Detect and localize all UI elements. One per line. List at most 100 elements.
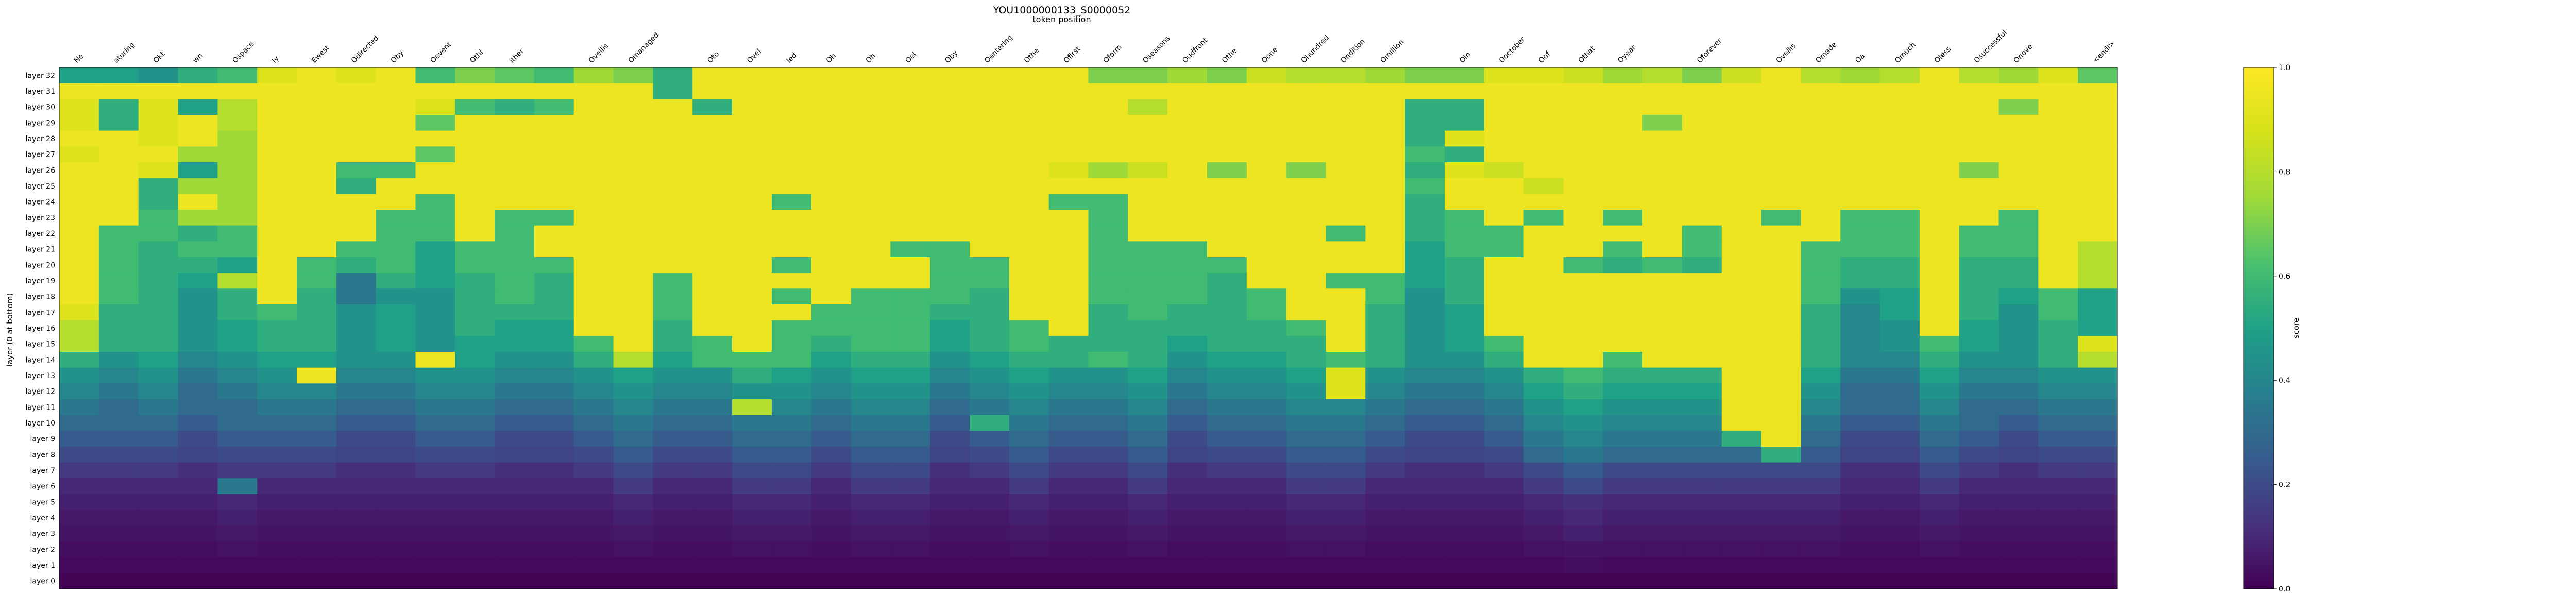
heatmap-cell <box>1246 210 1287 226</box>
heatmap-cell <box>415 399 455 416</box>
heatmap-cell <box>811 367 852 384</box>
heatmap-cell <box>178 336 218 352</box>
heatmap-cell <box>653 509 693 526</box>
heatmap-cell <box>415 130 455 147</box>
heatmap-cell <box>1405 573 1445 589</box>
colorbar-tick-label: 0.0 <box>2279 585 2290 593</box>
heatmap-cell <box>732 146 772 163</box>
heatmap-cell <box>1801 225 1841 242</box>
heatmap-cell <box>811 431 852 447</box>
heatmap-cell <box>1603 162 1643 179</box>
heatmap-cell <box>1761 352 1801 368</box>
heatmap-cell <box>2038 115 2078 131</box>
heatmap-cell <box>1444 415 1485 431</box>
heatmap-cell <box>1642 304 1683 321</box>
heatmap-cell <box>970 225 1010 242</box>
heatmap-cell <box>1998 194 2039 210</box>
heatmap-cell <box>1405 383 1445 400</box>
heatmap-cell <box>296 99 337 115</box>
heatmap-cell <box>336 162 377 179</box>
heatmap-cell <box>771 67 812 84</box>
heatmap-cell <box>2038 525 2078 542</box>
heatmap-cell <box>1840 573 1880 589</box>
heatmap-cell <box>1959 541 1999 558</box>
heatmap-cell <box>930 304 970 321</box>
heatmap-cell <box>2078 178 2118 194</box>
heatmap-cell <box>455 320 495 336</box>
heatmap-cell <box>613 399 653 416</box>
heatmap-cell <box>2038 541 2078 558</box>
heatmap-cell <box>811 541 852 558</box>
heatmap-cell <box>692 478 733 495</box>
heatmap-cell <box>1246 83 1287 99</box>
heatmap-cell <box>653 210 693 226</box>
heatmap-cell <box>415 288 455 305</box>
heatmap-cell <box>653 83 693 99</box>
heatmap-cell <box>178 162 218 179</box>
heatmap-cell <box>98 99 139 115</box>
heatmap-cell <box>495 162 535 179</box>
heatmap-cell <box>1484 462 1524 479</box>
heatmap-cell <box>930 194 970 210</box>
heatmap-cell <box>970 162 1010 179</box>
heatmap-cell <box>851 130 891 147</box>
y-tick-label: layer 9 <box>30 435 55 444</box>
heatmap-cell <box>1326 352 1366 368</box>
heatmap-cell <box>2038 225 2078 242</box>
heatmap-cell <box>1444 162 1485 179</box>
heatmap-cell <box>732 115 772 131</box>
heatmap-cell <box>1048 367 1089 384</box>
heatmap-cell <box>1286 130 1326 147</box>
heatmap-cell <box>1682 194 1722 210</box>
heatmap-cell <box>495 83 535 99</box>
heatmap-cell <box>534 115 574 131</box>
heatmap-cell <box>138 478 178 495</box>
heatmap-cell <box>1246 115 1287 131</box>
heatmap-cell <box>1523 225 1564 242</box>
heatmap-cell <box>1642 541 1683 558</box>
heatmap-cell <box>376 241 416 258</box>
heatmap-cell <box>732 383 772 400</box>
heatmap-cell <box>1405 415 1445 431</box>
heatmap-cell <box>1919 225 1960 242</box>
heatmap-cell <box>1405 478 1445 495</box>
heatmap-cell <box>1167 130 1208 147</box>
heatmap-cell <box>1682 557 1722 573</box>
heatmap-cell <box>1721 288 1762 305</box>
heatmap-cell <box>573 415 614 431</box>
heatmap-cell <box>495 462 535 479</box>
heatmap-cell <box>1840 304 1880 321</box>
heatmap-cell <box>1919 557 1960 573</box>
heatmap-cell <box>1128 288 1168 305</box>
heatmap-cell <box>1959 67 1999 84</box>
heatmap-cell <box>1167 225 1208 242</box>
heatmap-cell <box>217 304 258 321</box>
heatmap-cell <box>890 83 930 99</box>
heatmap-cell <box>1919 573 1960 589</box>
heatmap-cell <box>1563 241 1603 258</box>
heatmap-cell <box>1721 573 1762 589</box>
heatmap-cell <box>1761 178 1801 194</box>
heatmap-cell <box>653 336 693 352</box>
heatmap-cell <box>1207 336 1247 352</box>
heatmap-cell <box>138 541 178 558</box>
heatmap-cell <box>1801 99 1841 115</box>
heatmap-cell <box>692 67 733 84</box>
heatmap-cell <box>1959 383 1999 400</box>
heatmap-cell <box>1840 367 1880 384</box>
heatmap-cell <box>1009 367 1049 384</box>
heatmap-cell <box>217 352 258 368</box>
heatmap-cell <box>1761 210 1801 226</box>
heatmap-cell <box>1919 288 1960 305</box>
heatmap-cell <box>415 462 455 479</box>
heatmap-cell <box>296 194 337 210</box>
heatmap-cell <box>692 462 733 479</box>
heatmap-cell <box>1405 399 1445 416</box>
heatmap-cell <box>455 288 495 305</box>
heatmap-cell <box>534 273 574 289</box>
heatmap-cell <box>1128 573 1168 589</box>
heatmap-cell <box>1761 509 1801 526</box>
heatmap-cell <box>613 383 653 400</box>
heatmap-cell <box>970 178 1010 194</box>
heatmap-cell <box>296 320 337 336</box>
